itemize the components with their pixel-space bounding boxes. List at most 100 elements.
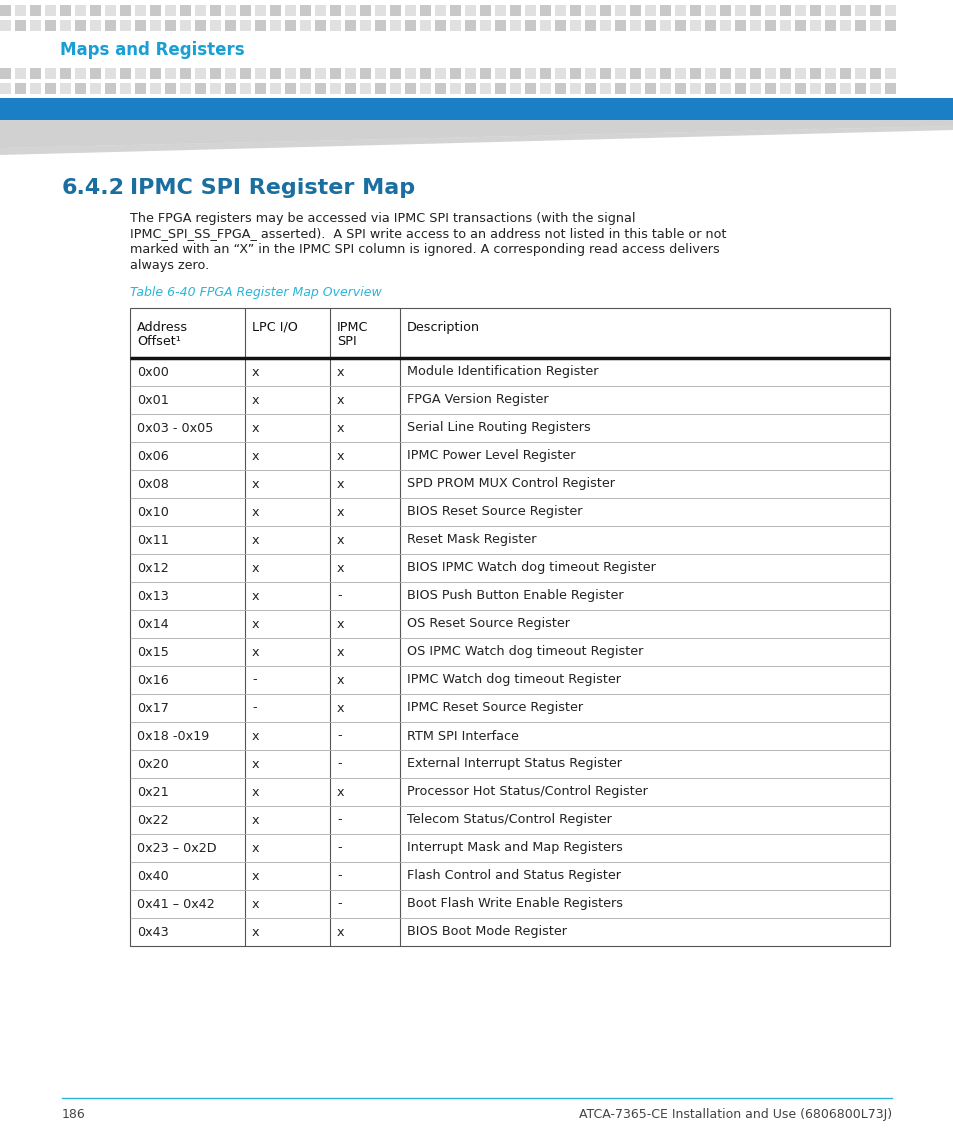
Text: x: x <box>336 617 344 631</box>
Bar <box>734 68 745 79</box>
Bar <box>60 82 71 94</box>
Bar <box>60 5 71 16</box>
Text: SPD PROM MUX Control Register: SPD PROM MUX Control Register <box>407 477 615 490</box>
Text: x: x <box>336 646 344 658</box>
Bar <box>854 68 865 79</box>
Bar <box>510 19 520 31</box>
Bar <box>0 82 11 94</box>
Bar <box>15 82 26 94</box>
Bar <box>450 68 460 79</box>
Bar <box>809 82 821 94</box>
Bar <box>419 5 431 16</box>
Bar <box>840 68 850 79</box>
Text: x: x <box>336 477 344 490</box>
Text: 0x21: 0x21 <box>137 785 169 798</box>
Bar <box>359 19 371 31</box>
Bar <box>824 82 835 94</box>
Text: IPMC Watch dog timeout Register: IPMC Watch dog timeout Register <box>407 673 620 687</box>
Bar <box>479 19 491 31</box>
Bar <box>314 68 326 79</box>
Bar <box>464 68 476 79</box>
Bar <box>659 68 670 79</box>
Text: x: x <box>336 534 344 546</box>
Text: IPMC SPI Register Map: IPMC SPI Register Map <box>130 177 415 198</box>
Text: Flash Control and Status Register: Flash Control and Status Register <box>407 869 620 883</box>
Bar <box>809 68 821 79</box>
Bar <box>435 5 446 16</box>
Text: Module Identification Register: Module Identification Register <box>407 365 598 379</box>
Bar <box>884 19 895 31</box>
Bar <box>675 68 685 79</box>
Bar <box>194 5 206 16</box>
Bar <box>419 82 431 94</box>
Bar <box>299 82 311 94</box>
Bar <box>270 5 281 16</box>
Bar <box>75 68 86 79</box>
Bar <box>644 68 656 79</box>
Bar <box>105 5 116 16</box>
Bar <box>210 19 221 31</box>
Bar <box>854 5 865 16</box>
Bar <box>299 68 311 79</box>
Bar <box>854 82 865 94</box>
Text: 186: 186 <box>62 1108 86 1121</box>
Text: 0x17: 0x17 <box>137 702 169 714</box>
Bar <box>225 5 235 16</box>
Bar <box>390 82 400 94</box>
Bar <box>0 19 11 31</box>
Bar <box>615 68 625 79</box>
Bar <box>840 82 850 94</box>
Bar <box>659 5 670 16</box>
Text: x: x <box>252 925 259 939</box>
Text: IPMC Reset Source Register: IPMC Reset Source Register <box>407 702 582 714</box>
Text: Address: Address <box>137 321 188 334</box>
Bar <box>210 5 221 16</box>
Bar <box>165 82 175 94</box>
Bar <box>194 68 206 79</box>
Bar <box>165 68 175 79</box>
Bar <box>615 5 625 16</box>
Bar <box>225 19 235 31</box>
Bar <box>30 5 41 16</box>
Bar <box>390 68 400 79</box>
Bar <box>764 19 775 31</box>
Text: 0x18 -0x19: 0x18 -0x19 <box>137 729 209 742</box>
Text: x: x <box>252 729 259 742</box>
Bar <box>794 68 805 79</box>
Bar <box>254 5 266 16</box>
Text: 0x03 - 0x05: 0x03 - 0x05 <box>137 421 213 434</box>
Text: Serial Line Routing Registers: Serial Line Routing Registers <box>407 421 590 434</box>
Bar <box>75 19 86 31</box>
Text: 0x11: 0x11 <box>137 534 169 546</box>
Bar <box>599 82 610 94</box>
Bar <box>644 82 656 94</box>
Bar <box>720 68 730 79</box>
Bar <box>644 5 656 16</box>
Bar <box>359 68 371 79</box>
Bar <box>584 5 596 16</box>
Bar <box>359 5 371 16</box>
Bar <box>240 5 251 16</box>
Polygon shape <box>0 126 953 155</box>
Bar <box>840 19 850 31</box>
Bar <box>90 19 101 31</box>
Bar <box>780 19 790 31</box>
Bar <box>689 19 700 31</box>
Bar <box>30 19 41 31</box>
Bar <box>749 68 760 79</box>
Bar <box>0 68 11 79</box>
Bar <box>644 19 656 31</box>
Text: x: x <box>252 394 259 406</box>
Bar <box>345 5 355 16</box>
Bar <box>390 5 400 16</box>
Bar <box>659 19 670 31</box>
Text: x: x <box>252 898 259 910</box>
Bar <box>194 19 206 31</box>
Bar <box>584 82 596 94</box>
Bar <box>314 5 326 16</box>
Text: x: x <box>252 365 259 379</box>
Bar <box>450 82 460 94</box>
Bar <box>180 68 191 79</box>
Bar <box>780 5 790 16</box>
Bar <box>405 5 416 16</box>
